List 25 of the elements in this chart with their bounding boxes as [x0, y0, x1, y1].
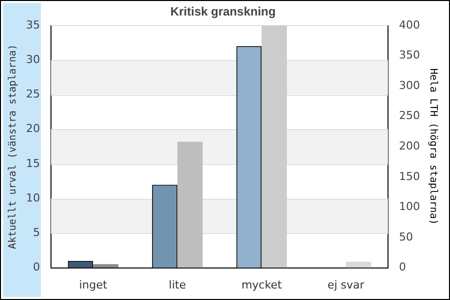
y2-tick-label: 200: [399, 139, 420, 152]
y-tick-label: 20: [26, 122, 40, 136]
y2-tick-label: 0: [399, 260, 406, 274]
y-tick-label: 25: [26, 88, 40, 101]
y2-tick-label: 300: [399, 78, 420, 92]
y2-tick-label: 100: [399, 200, 420, 214]
bar: [346, 262, 372, 268]
y2-tick-label: 350: [399, 48, 420, 62]
y-axis-title: Aktuellt urval (vänstra staplarna): [8, 44, 19, 249]
x-tick-label: ej svar: [327, 278, 365, 292]
y2-tick-label: 400: [399, 18, 420, 32]
y2-axis-title: Hela LTH (högra staplarna): [427, 68, 438, 225]
y-tick-label: 5: [32, 226, 40, 240]
chart-title: Kritisk granskning: [170, 4, 276, 19]
y-tick-label: 35: [26, 18, 40, 32]
y-tick-label: 10: [26, 191, 40, 204]
y2-tick-label: 50: [399, 230, 414, 244]
x-tick-label: inget: [79, 278, 108, 292]
y-tick-label: 0: [32, 260, 40, 274]
x-tick-label: mycket: [241, 278, 282, 292]
y2-tick-label: 250: [399, 109, 420, 122]
y-tick-label: 15: [26, 156, 40, 170]
y-tick-label: 30: [26, 52, 40, 66]
y2-tick-label: 150: [399, 170, 420, 183]
x-tick-label: lite: [168, 278, 186, 292]
